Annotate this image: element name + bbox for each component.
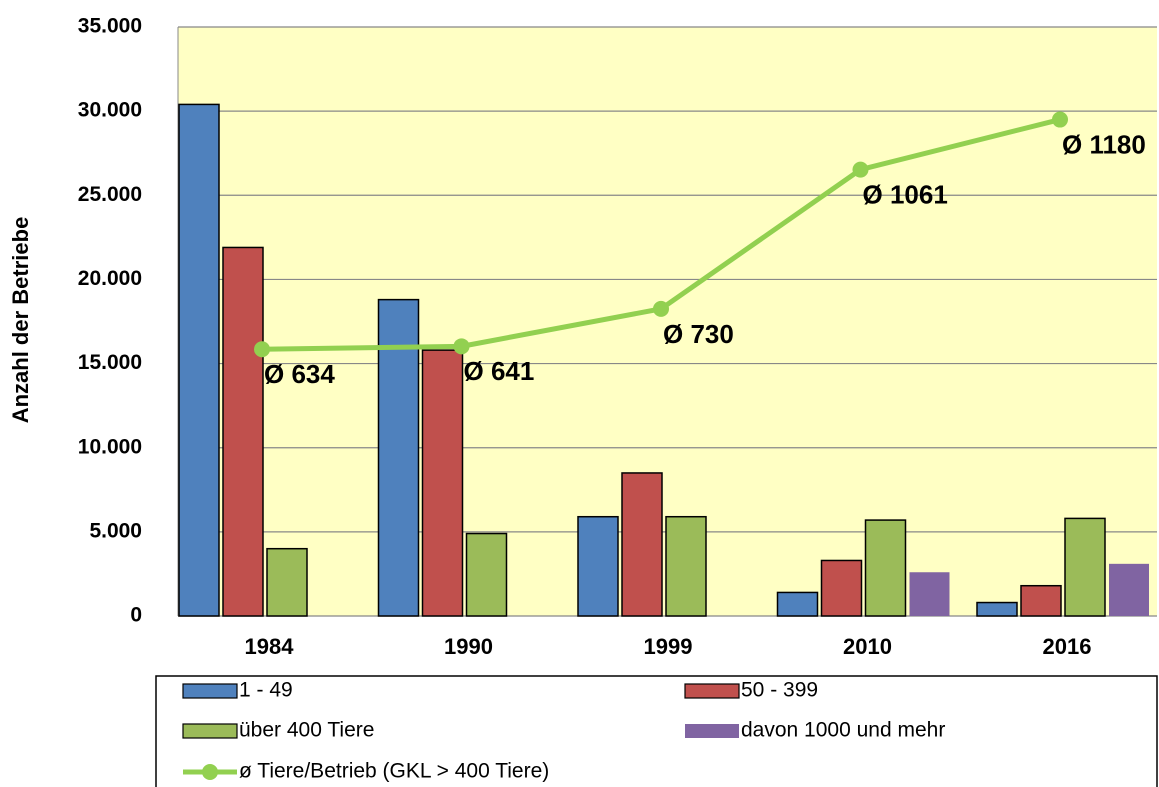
line-marker <box>852 161 869 178</box>
y-tick-label: 5.000 <box>89 519 142 542</box>
legend-label: 50 - 399 <box>741 679 818 702</box>
x-tick-label: 1990 <box>444 634 493 659</box>
line-marker <box>653 300 669 317</box>
bar <box>621 472 663 617</box>
bar <box>1109 563 1149 616</box>
x-tick-label: 2010 <box>843 634 892 659</box>
bar <box>1020 584 1062 617</box>
bar <box>577 515 619 617</box>
bar <box>377 298 420 617</box>
bar <box>1064 517 1106 617</box>
legend-label: über 400 Tiere <box>239 719 374 742</box>
data-label: Ø 1180 <box>1062 129 1146 159</box>
bar <box>976 601 1018 617</box>
x-tick-label: 1999 <box>644 634 693 659</box>
legend-swatch <box>685 724 739 738</box>
bar <box>820 559 863 617</box>
line-marker <box>1052 111 1068 128</box>
y-tick-label: 30.000 <box>78 99 142 122</box>
legend-label: ø Tiere/Betrieb (GKL > 400 Tiere) <box>239 760 549 783</box>
bar <box>178 103 220 617</box>
data-label: Ø 730 <box>663 319 734 349</box>
bar <box>864 519 907 617</box>
legend-swatch <box>182 723 238 739</box>
line-marker <box>254 341 270 358</box>
y-tick-label: 0 <box>130 604 142 627</box>
legend-swatch <box>182 683 238 699</box>
line-marker <box>453 338 470 355</box>
bar <box>909 572 950 616</box>
x-tick-label: 2016 <box>1043 634 1092 659</box>
data-label: Ø 634 <box>264 359 335 389</box>
legend-box <box>155 675 1158 787</box>
data-label: Ø 641 <box>464 356 535 386</box>
bar <box>266 547 308 617</box>
legend-label: davon 1000 und mehr <box>741 719 945 742</box>
bar <box>222 246 264 617</box>
bar <box>421 349 464 617</box>
bar <box>465 532 508 617</box>
bar <box>776 591 819 617</box>
y-axis-label: Anzahl der Betriebe <box>8 217 33 424</box>
y-tick-label: 15.000 <box>78 351 142 374</box>
y-tick-label: 10.000 <box>78 435 142 458</box>
legend-marker <box>202 764 218 780</box>
y-tick-label: 20.000 <box>78 267 142 290</box>
x-tick-label: 1984 <box>245 634 295 659</box>
y-tick-label: 25.000 <box>78 183 142 206</box>
y-tick-label: 35.000 <box>78 15 142 38</box>
legend-swatch <box>684 683 740 699</box>
bar <box>665 515 707 617</box>
data-label: Ø 1061 <box>863 179 948 209</box>
legend-label: 1 - 49 <box>239 679 293 702</box>
